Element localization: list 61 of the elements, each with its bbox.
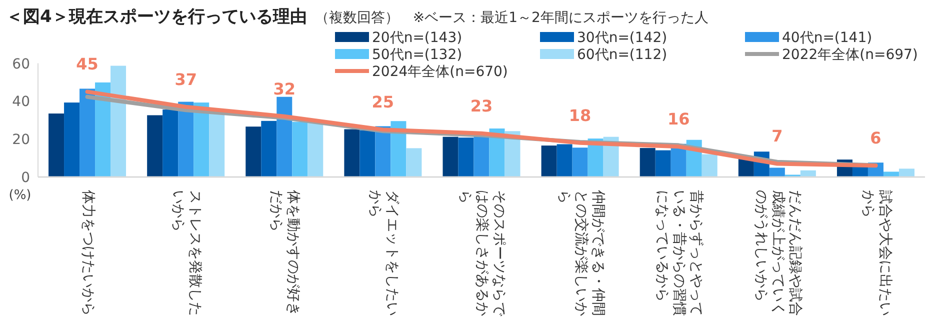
data-label: 37 — [174, 70, 197, 89]
legend-label: 40代n=(141) — [782, 30, 872, 46]
x-tick-label: 仲間ができる・仲間との交流が楽しいから — [554, 190, 606, 318]
x-tick-label: ダイエットをしたいから — [366, 190, 400, 318]
bar — [95, 82, 111, 177]
bar — [406, 148, 422, 177]
bar — [702, 154, 718, 177]
bar — [769, 168, 785, 177]
x-tick-label: 体を動かすのが好きだから — [267, 190, 302, 318]
legend-label: 2022年全体(n=697) — [782, 47, 918, 63]
x-tick-label: 昔からずっとやっている・昔からの習慣になっているから — [653, 190, 704, 318]
data-label: 7 — [772, 126, 783, 146]
x-tick-label: だんだん記録や試合成績が上がっていくのがうれしいから — [752, 190, 803, 318]
x-tick-label: 試合や大会に出たいから — [858, 190, 893, 318]
data-label: 16 — [667, 110, 690, 129]
x-tick-label: 体力をつけたいから — [78, 190, 96, 318]
bar — [360, 130, 376, 177]
bar — [308, 122, 324, 177]
bar — [344, 129, 360, 177]
bar — [655, 150, 671, 177]
legend-label: 20代n=(143) — [372, 30, 462, 46]
bar — [442, 136, 458, 177]
y-tick-label: 60 — [12, 56, 30, 72]
bar — [276, 96, 292, 177]
bar — [292, 122, 308, 177]
chart-subtitle: （複数回答） ※ベース：最近1～2年間にスポーツを行った人 — [314, 10, 708, 26]
legend-label: 2024年全体(n=670) — [372, 64, 508, 80]
bar — [209, 112, 225, 177]
bar — [640, 148, 656, 177]
data-label: 45 — [76, 54, 98, 74]
bar — [541, 146, 557, 177]
data-label: 6 — [870, 128, 882, 148]
bar — [147, 115, 163, 177]
legend-label: 30代n=(142) — [577, 30, 668, 46]
bar — [572, 148, 588, 177]
y-axis-title: (%) — [8, 188, 32, 203]
bar — [800, 170, 816, 177]
bar — [246, 126, 262, 177]
bar — [556, 144, 572, 177]
bar — [194, 102, 210, 177]
bar — [883, 172, 899, 177]
chart-title: ＜図4＞現在スポーツを行っている理由 — [6, 7, 307, 27]
y-tick-label: 0 — [21, 170, 30, 186]
data-label: 23 — [470, 96, 493, 116]
legend-label: 50代n=(132) — [372, 47, 462, 63]
y-tick-label: 40 — [12, 94, 30, 110]
bar — [898, 168, 914, 177]
data-label: 25 — [372, 92, 394, 112]
bar — [64, 102, 80, 177]
data-label: 18 — [568, 106, 592, 125]
legend-label: 60代n=(112) — [577, 47, 668, 63]
y-tick-label: 20 — [12, 132, 30, 148]
bar — [110, 66, 126, 177]
bar — [261, 120, 277, 177]
data-label: 32 — [273, 79, 296, 98]
x-tick-label: ストレスを発散したいから — [168, 190, 203, 318]
bar — [80, 88, 96, 177]
bar — [162, 110, 178, 177]
x-tick-label: そのスポーツならではの楽しさがあるから — [456, 190, 507, 318]
bar — [458, 138, 474, 177]
bar — [48, 114, 64, 177]
